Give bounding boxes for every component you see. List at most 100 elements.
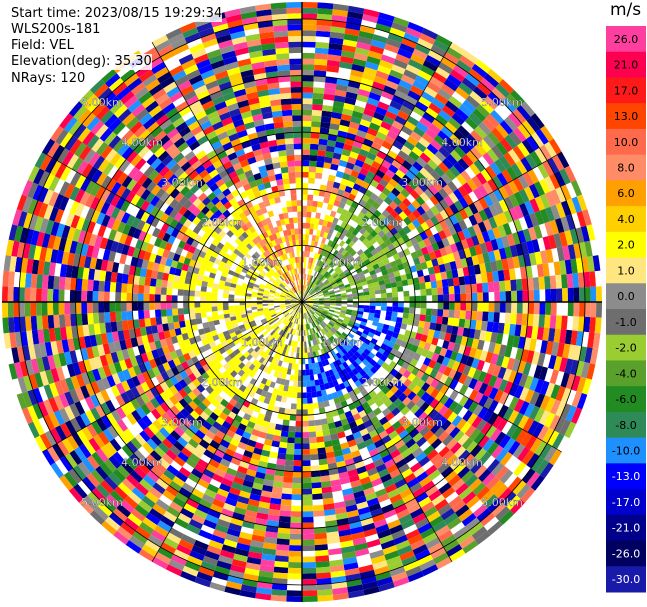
velocity-cell — [304, 312, 308, 319]
velocity-cell — [416, 379, 426, 389]
velocity-cell — [7, 302, 14, 318]
velocity-cell — [532, 314, 540, 327]
velocity-cell — [302, 369, 306, 376]
velocity-cell — [223, 309, 230, 315]
velocity-cell — [343, 33, 359, 42]
velocity-cell — [188, 438, 199, 449]
velocity-cell — [386, 306, 393, 312]
velocity-cell — [583, 271, 591, 288]
velocity-cell — [332, 181, 341, 189]
velocity-cell — [307, 397, 313, 404]
velocity-cell — [148, 358, 158, 369]
velocity-cell — [472, 223, 482, 236]
velocity-cell — [431, 352, 440, 362]
velocity-cell — [169, 329, 177, 338]
velocity-cell — [401, 434, 413, 444]
velocity-cell — [38, 202, 49, 218]
velocity-cell — [389, 566, 406, 577]
velocity-cell — [302, 103, 313, 110]
velocity-cell — [345, 237, 352, 245]
velocity-cell — [308, 166, 317, 173]
velocity-cell — [400, 188, 411, 198]
velocity-cell — [66, 363, 76, 378]
velocity-cell — [315, 30, 331, 38]
velocity-cell — [343, 452, 353, 461]
velocity-cell — [422, 59, 438, 72]
velocity-cell — [180, 161, 192, 172]
velocity-cell — [457, 230, 466, 242]
velocity-cell — [155, 405, 166, 416]
velocity-cell — [488, 399, 499, 413]
velocity-cell — [308, 172, 316, 179]
velocity-cell — [226, 374, 234, 382]
velocity-cell — [344, 260, 351, 267]
velocity-cell — [325, 76, 338, 84]
velocity-cell — [174, 268, 182, 277]
velocity-cell — [430, 205, 440, 216]
velocity-cell — [449, 379, 459, 390]
velocity-cell — [253, 477, 265, 485]
velocity-cell — [263, 309, 270, 313]
velocity-cell — [178, 205, 188, 216]
velocity-cell — [523, 403, 535, 418]
velocity-cell — [168, 480, 182, 492]
velocity-cell — [313, 298, 319, 301]
velocity-cell — [285, 295, 292, 299]
velocity-cell — [385, 310, 393, 317]
velocity-cell — [423, 342, 432, 351]
velocity-cell — [361, 414, 370, 423]
velocity-cell — [494, 302, 501, 313]
velocity-cell — [436, 256, 445, 266]
velocity-cell — [363, 528, 378, 538]
velocity-cell — [366, 234, 374, 242]
velocity-cell — [309, 275, 313, 281]
velocity-cell — [252, 482, 264, 491]
velocity-cell — [327, 462, 338, 470]
velocity-cell — [417, 522, 433, 534]
velocity-cell — [246, 504, 259, 513]
velocity-cell — [330, 222, 337, 230]
velocity-cell — [317, 201, 324, 208]
velocity-cell — [440, 324, 448, 333]
velocity-cell — [273, 566, 289, 574]
velocity-cell — [102, 428, 115, 442]
velocity-cell — [343, 392, 351, 401]
velocity-cell — [108, 135, 122, 149]
velocity-cell — [255, 242, 263, 250]
velocity-cell — [143, 360, 152, 372]
velocity-cell — [234, 358, 242, 366]
velocity-cell — [302, 420, 309, 427]
velocity-cell — [335, 321, 342, 327]
velocity-cell — [401, 555, 418, 567]
velocity-cell — [458, 197, 469, 209]
velocity-cell — [336, 279, 343, 284]
velocity-cell — [72, 228, 82, 242]
velocity-cell — [262, 295, 269, 299]
velocity-cell — [395, 425, 406, 435]
velocity-cell — [114, 156, 126, 169]
velocity-cell — [357, 88, 371, 98]
velocity-cell — [69, 200, 80, 215]
velocity-cell — [206, 483, 220, 494]
velocity-cell — [121, 212, 131, 224]
velocity-cell — [273, 352, 279, 359]
velocity-cell — [335, 277, 342, 283]
velocity-cell — [278, 521, 291, 529]
velocity-cell — [308, 425, 316, 432]
velocity-cell — [124, 495, 139, 509]
velocity-cell — [121, 348, 130, 360]
velocity-cell — [485, 425, 497, 439]
velocity-cell — [373, 111, 385, 121]
velocity-cell — [154, 209, 165, 220]
velocity-cell — [302, 533, 315, 540]
velocity-cell — [73, 123, 87, 139]
velocity-cell — [214, 200, 224, 210]
velocity-cell — [471, 175, 483, 188]
velocity-cell — [192, 267, 200, 275]
velocity-cell — [544, 314, 551, 328]
velocity-cell — [375, 302, 382, 307]
velocity-cell — [212, 473, 224, 483]
velocity-cell — [302, 98, 313, 105]
velocity-cell — [475, 273, 483, 284]
velocity-cell — [187, 212, 197, 223]
